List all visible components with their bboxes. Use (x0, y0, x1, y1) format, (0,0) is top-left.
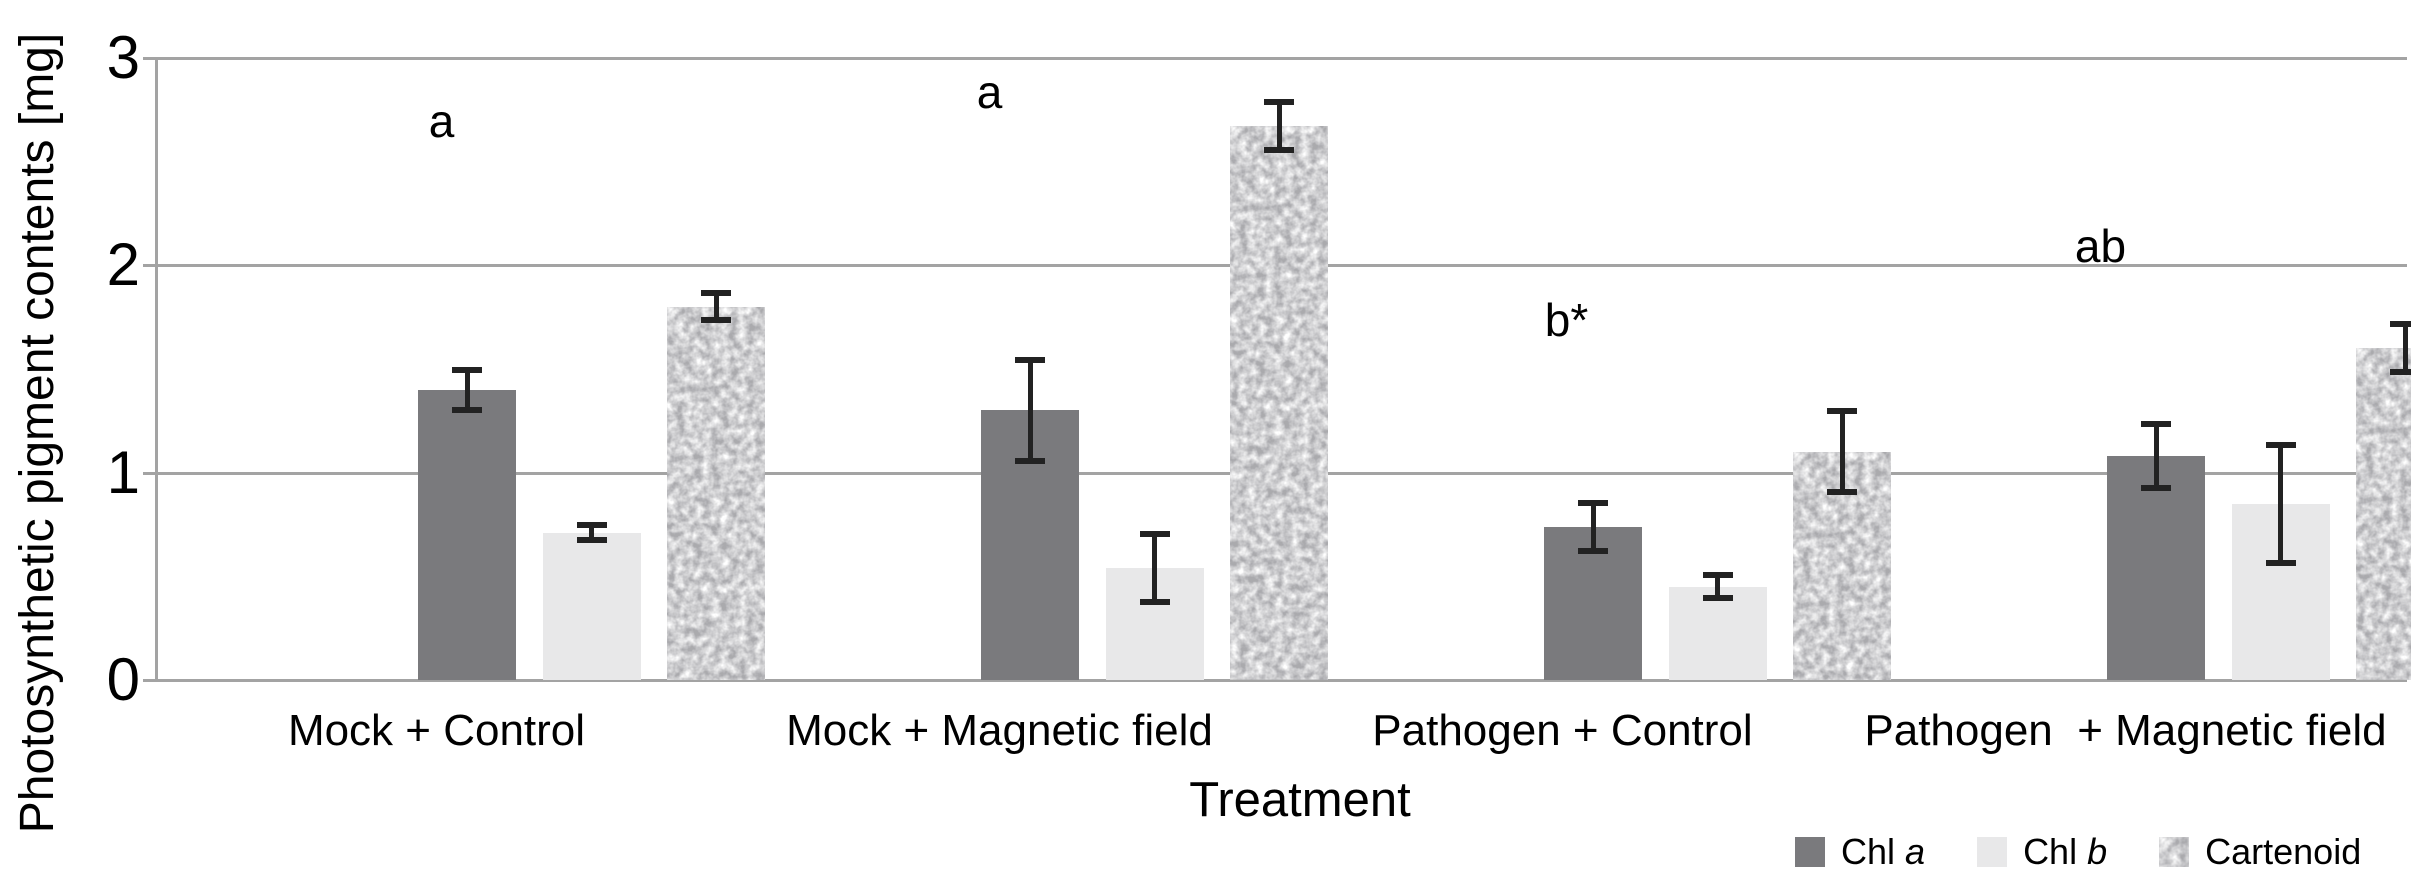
error-bar-cartenoid-pathogen-magnetic-field (2390, 321, 2411, 376)
error-bar-stem (1839, 408, 1845, 496)
error-bar-cap-top (1015, 356, 1045, 363)
error-bar-cap-bot (1139, 599, 1170, 606)
y-tick-label-2: 2 (106, 231, 140, 299)
error-bar-cap-top (1702, 572, 1733, 579)
y-tick-mark-1 (143, 471, 155, 475)
error-bar-stem (2402, 321, 2408, 376)
legend-label: Cartenoid (2205, 831, 2362, 872)
error-bar-cap-bot (2265, 559, 2296, 566)
y-axis-title: Photosynthetic pigment contents [mg] (11, 32, 64, 834)
error-bar-stem (1590, 499, 1596, 554)
error-bar-cap-bot (1578, 547, 1608, 554)
error-bar-cap-bot (1702, 595, 1733, 602)
error-bar-stem (1715, 572, 1720, 602)
y-tick-mark-0 (143, 679, 155, 682)
bar-cartenoid-mock-control (667, 306, 765, 680)
x-tick-label-mock-control: Mock + Control (287, 706, 586, 755)
error-bar-cap-bot (1015, 458, 1045, 465)
error-bar-chl-b-pathogen-magnetic-field (2265, 441, 2296, 566)
significance-letter-4: ab (2074, 219, 2127, 272)
significance-letter-3: b* (1544, 294, 1589, 347)
y-tick-mark-3 (143, 57, 155, 60)
error-bar-stem (713, 290, 719, 324)
error-bar-cap-top (2141, 420, 2171, 427)
error-bar-chl-b-pathogen-control (1702, 572, 1733, 602)
gridline-y-0 (155, 679, 2407, 682)
error-bar-cap-top (701, 290, 731, 297)
legend-item-chl-a: Chl a (1795, 831, 1977, 873)
error-bar-cap-top (1578, 499, 1608, 506)
error-bar-chl-a-mock-control (452, 366, 482, 413)
bar-cartenoid-mock-magnetic-field (1230, 126, 1328, 680)
bar-chl-b-pathogen-control (1668, 586, 1767, 680)
gridline-y-3 (155, 57, 2407, 60)
bar-cartenoid-pathogen-magnetic-field (2356, 348, 2411, 680)
bar-chl-b-mock-control (542, 532, 641, 680)
error-bar-cap-top (1827, 408, 1857, 415)
error-bar-cap-top (452, 366, 482, 373)
chl-b-swatch (1977, 837, 2008, 867)
plot-area: a a b* ab (143, 57, 2411, 682)
error-bar-cap-bot (1827, 489, 1857, 496)
error-bar-chl-b-mock-magnetic-field (1139, 530, 1170, 606)
error-bar-stem (1276, 99, 1282, 154)
x-tick-label-pathogen-magnetic-field: Pathogen + Magnetic field (1864, 706, 2387, 755)
error-bar-cap-top (2265, 441, 2296, 448)
error-bar-cap-top (576, 522, 607, 529)
error-bar-cap-bot (2390, 369, 2411, 376)
legend-item-chl-b: Chl b (1977, 831, 2159, 873)
cartenoid-swatch (2159, 837, 2190, 867)
chl-a-swatch (1795, 837, 1825, 867)
error-bar-cap-bot (452, 406, 482, 413)
error-bar-chl-a-mock-magnetic-field (1015, 356, 1045, 465)
significance-letter-2: a (976, 66, 1003, 119)
x-axis-title: Treatment (1189, 773, 1411, 827)
error-bar-stem (2278, 441, 2283, 566)
error-bar-cap-bot (701, 317, 731, 324)
error-bar-cap-top (2390, 321, 2411, 328)
error-bar-cap-bot (1264, 147, 1294, 154)
error-bar-chl-a-pathogen-magnetic-field (2141, 420, 2171, 492)
bar-chl-a-mock-control (418, 389, 516, 680)
error-bar-chl-b-mock-control (576, 522, 607, 544)
y-tick-mark-2 (143, 264, 155, 268)
error-bar-stem (464, 366, 470, 413)
significance-letter-1: a (428, 95, 455, 148)
error-bar-stem (2153, 420, 2159, 492)
error-bar-stem (1152, 530, 1157, 606)
legend-label: Chl b (2023, 831, 2108, 872)
error-bar-cartenoid-pathogen-control (1827, 408, 1857, 496)
y-tick-label-0: 0 (106, 646, 140, 713)
y-tick-label-3: 3 (106, 24, 140, 91)
error-bar-stem (1027, 356, 1033, 465)
legend-label: Chl a (1841, 831, 1926, 872)
legend: Chl a Chl b Cartenoid (1795, 830, 2361, 874)
error-bar-cap-bot (2141, 485, 2171, 492)
y-tick-label-1: 1 (106, 438, 140, 506)
error-bar-chl-a-pathogen-control (1578, 499, 1608, 554)
x-tick-label-mock-magnetic-field: Mock + Magnetic field (786, 706, 1213, 755)
bar-chl-a-pathogen-magnetic-field (2107, 456, 2205, 680)
error-bar-cartenoid-mock-control (701, 290, 731, 324)
error-bar-cartenoid-mock-magnetic-field (1264, 99, 1294, 154)
error-bar-cap-top (1139, 530, 1170, 537)
error-bar-cap-bot (576, 537, 607, 544)
y-axis-line (155, 58, 158, 680)
error-bar-cap-top (1264, 99, 1294, 106)
x-tick-label-pathogen-control: Pathogen + Control (1372, 706, 1753, 755)
legend-item-cartenoid: Cartenoid (2159, 831, 2361, 873)
error-bar-stem (589, 522, 594, 544)
